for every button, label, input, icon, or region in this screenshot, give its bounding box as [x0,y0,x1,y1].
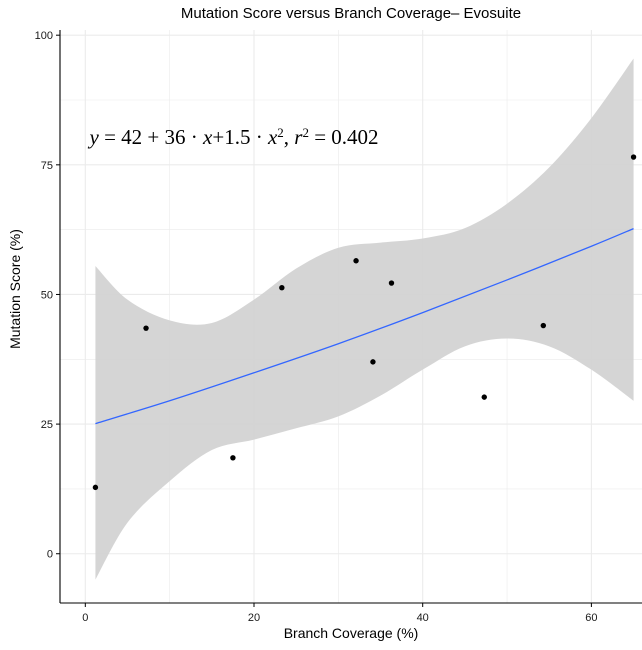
y-tick-label: 25 [41,419,53,431]
y-tick-label: 100 [35,30,53,42]
equation-part: , [284,125,295,149]
x-axis-title: Branch Coverage (%) [284,625,419,641]
chart-title: Mutation Score versus Branch Coverage– E… [181,5,521,22]
equation-part: r [294,125,303,149]
data-point [353,258,359,264]
data-point [230,455,236,461]
x-tick-label: 20 [248,612,260,624]
x-tick-label: 60 [585,612,597,624]
axes [56,30,642,607]
equation-part: x [202,125,213,149]
data-point [630,154,637,160]
x-tick-labels: 0 20 40 60 [82,612,597,624]
y-tick-labels: 0 25 50 75 100 [35,30,53,561]
confidence-band [95,58,634,580]
y-tick-label: 0 [47,549,53,561]
equation-part: x [267,125,278,149]
data-points [92,154,637,491]
fit-line [95,228,634,425]
equation-part: +1.5 · [212,125,268,149]
data-point [279,285,285,291]
x-tick-label: 0 [82,612,88,624]
data-point [370,359,376,365]
data-point [540,322,547,329]
equation-part: = 42 + 36 · [99,125,203,149]
data-point [388,280,395,286]
y-axis-title: Mutation Score (%) [7,229,23,349]
equation-part: y [88,125,100,149]
data-point [143,325,149,331]
data-point [92,484,99,491]
equation-part: 2 [302,125,309,140]
equation-part: 2 [277,125,284,140]
y-tick-label: 75 [41,160,53,172]
y-tick-label: 50 [41,289,53,301]
data-point [481,394,487,400]
equation-part: = 0.402 [309,125,379,149]
regression-equation: y = 42 + 36 · x+1.5 · x2, r2 = 0.402 [88,125,379,150]
x-tick-label: 40 [417,612,429,624]
